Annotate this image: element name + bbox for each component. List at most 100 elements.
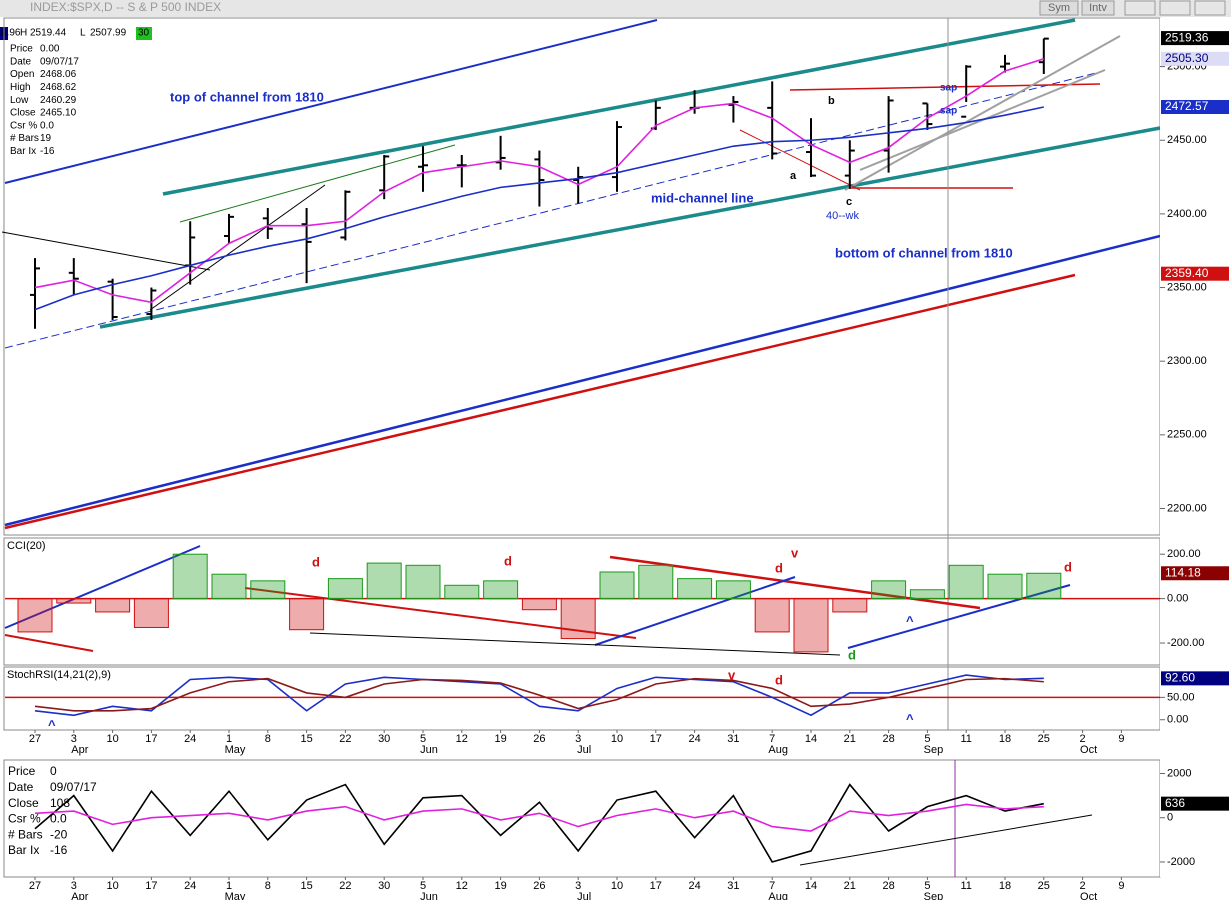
x-tick-label: 14 <box>805 733 817 745</box>
info-label: High <box>10 82 31 93</box>
y-tick-label: 2000 <box>1167 767 1191 779</box>
quote-box <box>136 27 152 40</box>
maximize-button[interactable] <box>1159 0 1191 16</box>
x-tick-label: 22 <box>339 880 351 892</box>
intv-button[interactable] <box>1081 0 1115 16</box>
histogram-bar <box>289 598 325 631</box>
x-tick-label: 10 <box>106 880 118 892</box>
x-tick-label: 2 <box>1080 733 1086 745</box>
value-marker <box>1161 100 1229 115</box>
annotation: top of channel from 1810 <box>170 89 324 104</box>
x-tick-label: 31 <box>727 880 739 892</box>
annotation: d <box>775 560 783 575</box>
quote-text: 9.96 <box>1 28 21 39</box>
button-label[interactable]: Intv <box>1089 2 1107 14</box>
x-tick-label: 21 <box>844 733 856 745</box>
annotation: a <box>790 170 797 182</box>
x-tick-label: 19 <box>494 880 506 892</box>
info-value: 0.00 <box>40 44 60 55</box>
series-line <box>34 106 1044 311</box>
window-title: INDEX:$SPX,D -- S & P 500 INDEX <box>30 0 221 14</box>
y-tick-label: 0 <box>1167 812 1173 824</box>
info-value: 2465.10 <box>40 108 77 119</box>
info-label: Open <box>10 69 34 80</box>
x-tick-label: 3 <box>71 880 77 892</box>
x-tick-label: 17 <box>145 880 157 892</box>
trendline <box>99 126 1161 329</box>
x-tick-label: 22 <box>339 733 351 745</box>
annotation: v <box>728 667 736 682</box>
info-box <box>6 42 84 160</box>
x-tick-label: 27 <box>29 733 41 745</box>
trendline <box>4 19 658 184</box>
x-tick-label: 26 <box>533 880 545 892</box>
trendline <box>162 18 1076 196</box>
info-value: 19 <box>40 133 52 144</box>
x-tick-label: 1 <box>226 733 232 745</box>
histogram-bar <box>521 598 557 611</box>
info-value: 09/07/17 <box>50 780 97 794</box>
x-tick-label: 19 <box>494 733 506 745</box>
x-tick-label: 27 <box>29 880 41 892</box>
close-button[interactable] <box>1194 0 1226 16</box>
histogram-bar <box>483 580 519 600</box>
x-tick-label: 31 <box>727 733 739 745</box>
month-label: Sep <box>924 891 944 900</box>
y-tick-label: 200.00 <box>1167 548 1201 560</box>
info-label: # Bars <box>10 133 39 144</box>
histogram-bar <box>677 578 713 600</box>
x-tick-label: 28 <box>882 733 894 745</box>
x-tick-label: 10 <box>611 733 623 745</box>
y-tick-label: 50.00 <box>1167 691 1195 703</box>
info-value: 0 <box>50 764 57 778</box>
month-label: Oct <box>1080 891 1097 900</box>
annotation: ^ <box>48 717 56 732</box>
info-label: Csr % <box>8 812 41 826</box>
series-line <box>34 58 1045 304</box>
info-value: 108 <box>50 796 70 810</box>
trendline <box>244 587 637 639</box>
value-marker-label: 2472.57 <box>1165 99 1209 113</box>
month-label: Aug <box>768 744 788 756</box>
x-tick-label: 15 <box>300 880 312 892</box>
x-tick-label: 24 <box>688 733 700 745</box>
trendline <box>4 634 94 652</box>
info-value: 0.0 <box>50 812 67 826</box>
trendline <box>799 814 1093 866</box>
annotation: c <box>846 196 852 208</box>
annotation: mid-channel line <box>651 190 754 205</box>
histogram-bar <box>211 573 247 600</box>
minimize-button[interactable] <box>1124 0 1156 16</box>
x-tick-label: 5 <box>420 880 426 892</box>
trendline <box>594 576 796 646</box>
info-value: -20 <box>50 827 68 841</box>
annotation: d <box>312 554 320 569</box>
trendline <box>844 35 1121 191</box>
histogram-bar <box>17 598 53 633</box>
x-tick-label: 17 <box>650 733 662 745</box>
value-marker-label: 2519.36 <box>1165 30 1209 44</box>
annotation: sap <box>940 83 957 94</box>
button-label[interactable]: Sym <box>1048 2 1070 14</box>
month-label: Jun <box>420 891 438 900</box>
value-marker-label: 2505.30 <box>1165 51 1209 65</box>
y-tick-label: -200.00 <box>1167 637 1204 649</box>
quote-text: H <box>20 28 27 39</box>
value-marker-label: 92.60 <box>1165 671 1195 685</box>
y-tick-label: 2250.00 <box>1167 429 1207 441</box>
title-bar <box>0 0 1231 17</box>
quote-text: 2519.44 <box>30 28 67 39</box>
value-marker-label: 114.18 <box>1165 565 1201 579</box>
info-label: Date <box>10 56 32 67</box>
value-marker <box>1161 796 1229 811</box>
info-label: Bar Ix <box>10 146 36 157</box>
annotation: d <box>775 672 783 687</box>
panel-title: CCI(20) <box>7 540 46 552</box>
x-tick-label: 30 <box>378 733 390 745</box>
sym-button[interactable] <box>1039 0 1079 16</box>
x-tick-label: 3 <box>575 733 581 745</box>
info-label: # Bars <box>8 827 43 841</box>
histogram-bar <box>444 584 480 600</box>
trendline <box>739 129 861 191</box>
